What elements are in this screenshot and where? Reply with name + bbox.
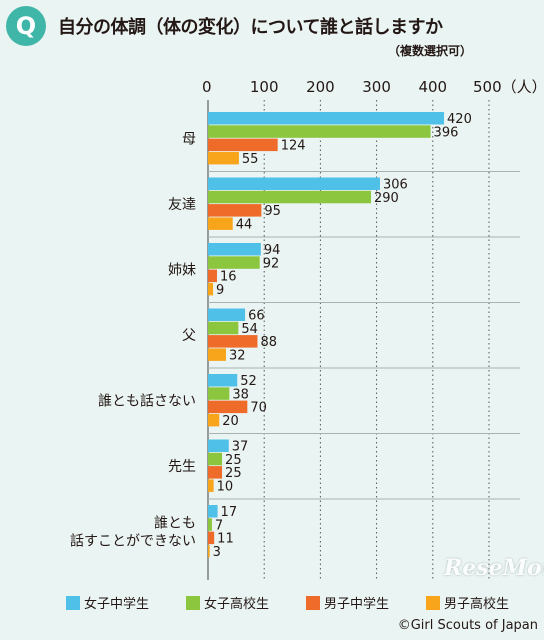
bar: [208, 544, 210, 558]
data-label: 10: [217, 479, 234, 494]
category-label: 誰とも: [154, 516, 196, 532]
bar: [208, 269, 217, 283]
category-label: 友達: [168, 197, 196, 213]
chart-title: 自分の体調（体の変化）について誰と話しますか: [58, 17, 443, 38]
data-label: 3: [213, 545, 221, 560]
data-label: 7: [215, 518, 223, 533]
bar: [208, 151, 239, 165]
legend-item: 男子中学生: [306, 593, 426, 612]
bar: [208, 400, 248, 414]
bar: [208, 308, 246, 321]
bar: [208, 282, 214, 296]
x-tick-label: 200: [306, 78, 335, 96]
legend-item: 女子高校生: [186, 593, 306, 612]
data-label: 66: [248, 309, 265, 324]
bar: [208, 439, 229, 452]
copyright-notice: ©Girl Scouts of Japan: [397, 618, 538, 633]
x-tick-label: 0: [202, 78, 212, 96]
data-label: 92: [263, 256, 280, 271]
data-label: 54: [241, 322, 258, 337]
legend-swatch: [66, 595, 80, 610]
bar: [208, 243, 261, 256]
category-label: 父: [182, 328, 196, 344]
category-label: 姉妹: [168, 263, 196, 279]
category-label: 先生: [168, 459, 196, 475]
legend-item: 男子高校生: [426, 593, 544, 612]
bar: [208, 452, 223, 466]
data-label: 88: [260, 335, 277, 350]
x-tick-label: 100: [250, 78, 279, 96]
question-badge: Q: [6, 6, 46, 46]
data-label: 32: [229, 348, 246, 363]
legend-label: 女子高校生: [204, 597, 270, 612]
data-label: 94: [264, 243, 281, 258]
data-label: 420: [447, 112, 472, 127]
data-label: 38: [232, 387, 249, 402]
legend-label: 男子高校生: [444, 597, 510, 612]
bar: [208, 217, 233, 230]
bar: [208, 505, 218, 518]
x-tick-label: 300: [362, 78, 391, 96]
bar: [208, 204, 262, 217]
bar: [208, 466, 223, 479]
data-label: 37: [232, 440, 249, 455]
bar: [208, 387, 230, 400]
bar: [208, 112, 445, 125]
x-tick-label: 500（人）: [473, 78, 544, 96]
legend-label: 女子中学生: [84, 597, 150, 612]
data-label: 25: [225, 466, 242, 481]
resemom-watermark: ReseMom: [444, 555, 544, 581]
bar: [208, 518, 212, 531]
data-label: 25: [225, 453, 242, 468]
legend-swatch: [426, 595, 440, 610]
bar: [208, 256, 260, 269]
category-label: 誰とも話さない: [98, 393, 196, 410]
legend-swatch: [186, 595, 200, 610]
data-label: 52: [240, 374, 257, 389]
bar: [208, 531, 215, 545]
data-label: 396: [434, 125, 459, 140]
data-label: 16: [220, 270, 237, 285]
data-label: 124: [281, 139, 306, 154]
data-label: 70: [250, 401, 267, 416]
legend-swatch: [306, 595, 320, 610]
bar: [208, 374, 238, 387]
bar: [208, 125, 431, 138]
legend: 女子中学生 女子高校生 男子中学生 男子高校生: [66, 593, 544, 612]
data-label: 290: [374, 191, 399, 206]
data-label: 306: [383, 178, 408, 193]
bar: [208, 321, 239, 335]
category-label: 母: [182, 132, 196, 148]
bar: [208, 190, 371, 204]
data-label: 9: [216, 283, 224, 298]
data-label: 95: [264, 204, 281, 219]
legend-label: 男子中学生: [324, 597, 390, 612]
bar: [208, 335, 258, 348]
bar: [208, 348, 226, 361]
data-label: 44: [236, 217, 253, 232]
data-label: 17: [221, 505, 238, 520]
bar: [208, 413, 220, 427]
data-label: 55: [242, 152, 259, 167]
bar: [208, 138, 278, 152]
data-label: 20: [222, 414, 239, 429]
data-label: 11: [217, 532, 234, 547]
x-tick-label: 400: [418, 78, 447, 96]
category-label: 話すことができない: [70, 533, 196, 550]
bar: [208, 479, 214, 492]
bar: [208, 177, 380, 190]
chart-subtitle: （複数選択可）: [387, 44, 472, 58]
legend-item: 女子中学生: [66, 593, 186, 612]
